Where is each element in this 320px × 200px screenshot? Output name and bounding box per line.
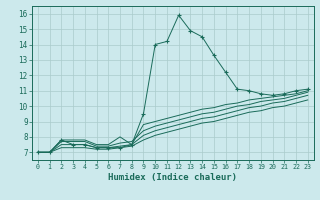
X-axis label: Humidex (Indice chaleur): Humidex (Indice chaleur) xyxy=(108,173,237,182)
